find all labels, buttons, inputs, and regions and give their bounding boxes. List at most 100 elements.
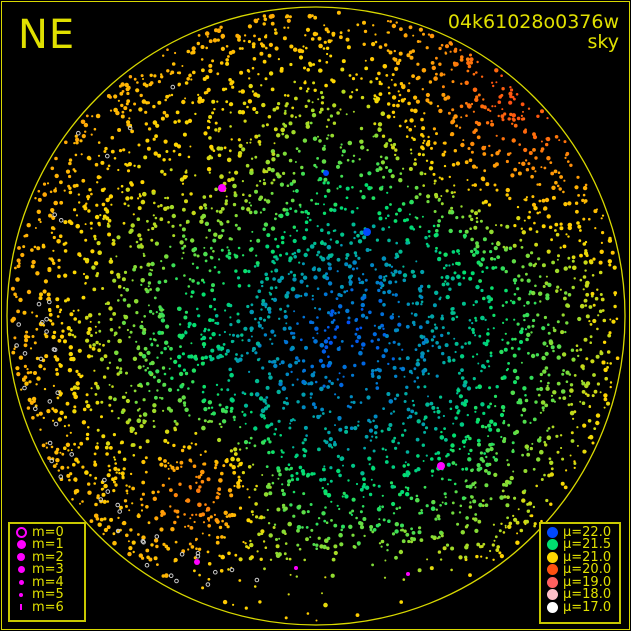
sky-point	[599, 350, 603, 353]
sky-point	[229, 316, 232, 319]
sky-point	[144, 122, 148, 126]
sky-point	[359, 401, 363, 404]
sky-point	[351, 463, 356, 468]
sky-point	[506, 516, 509, 520]
sky-point	[182, 445, 186, 449]
sky-point	[327, 134, 330, 137]
sky-point	[445, 275, 450, 280]
sky-point	[391, 95, 397, 100]
sky-point	[314, 380, 318, 384]
sky-point	[454, 62, 459, 67]
sky-point	[172, 443, 176, 448]
sky-point	[306, 248, 310, 252]
sky-point	[198, 485, 202, 489]
sky-point	[152, 137, 156, 141]
sky-point	[378, 275, 383, 280]
sky-point	[301, 262, 305, 266]
sky-point	[426, 194, 431, 199]
sky-point	[375, 382, 379, 385]
sky-point	[227, 551, 231, 556]
sky-point	[432, 172, 436, 176]
sky-point	[87, 156, 92, 161]
sky-point	[154, 395, 158, 400]
sky-point	[353, 545, 357, 549]
sky-point	[99, 357, 104, 362]
sky-point	[207, 578, 211, 581]
sky-point	[322, 544, 327, 550]
sky-point	[358, 350, 363, 356]
sky-point	[447, 358, 452, 363]
sky-point	[177, 364, 182, 368]
sky-point	[269, 286, 274, 290]
sky-point	[350, 288, 354, 292]
sky-point	[218, 210, 223, 214]
sky-point	[493, 422, 498, 427]
masked-point	[16, 322, 22, 327]
sky-point	[556, 320, 560, 324]
sky-point	[143, 155, 148, 160]
sky-point	[534, 284, 537, 288]
sky-point	[47, 267, 52, 271]
sky-point	[526, 332, 531, 337]
sky-point	[361, 505, 365, 508]
sky-point	[471, 355, 475, 358]
sky-point	[392, 103, 396, 108]
sky-point	[270, 21, 275, 26]
sky-point	[145, 439, 150, 444]
sky-point	[150, 238, 154, 242]
sky-point	[268, 440, 272, 444]
sky-point	[90, 227, 93, 230]
sky-point	[85, 338, 90, 343]
sky-point	[328, 379, 332, 383]
masked-point	[14, 343, 19, 348]
sky-point	[277, 419, 281, 423]
sky-point	[516, 322, 520, 326]
mu-legend-entry: μ=18.0	[541, 587, 619, 602]
sky-point	[69, 431, 72, 434]
sky-point	[199, 219, 204, 224]
sky-point	[208, 63, 213, 68]
sky-point	[478, 279, 482, 283]
sky-point	[136, 244, 142, 249]
sky-point	[596, 382, 601, 386]
sky-point	[137, 384, 141, 387]
sky-point	[155, 369, 160, 374]
sky-point	[484, 425, 488, 429]
sky-point	[270, 191, 274, 195]
sky-point	[128, 230, 133, 235]
sky-point	[410, 527, 413, 531]
sky-point	[399, 27, 403, 31]
sky-point	[160, 73, 163, 76]
sky-point	[342, 375, 345, 378]
sky-point	[281, 492, 286, 497]
sky-point	[492, 313, 496, 317]
sky-point	[392, 512, 396, 515]
sky-point	[292, 446, 295, 449]
sky-point	[369, 248, 372, 252]
sky-point	[480, 369, 483, 373]
sky-point	[191, 513, 194, 517]
sky-point	[579, 400, 582, 403]
sky-point	[512, 514, 515, 518]
sky-point	[263, 302, 268, 307]
sky-point	[221, 229, 225, 233]
sky-point	[461, 467, 465, 471]
sky-point	[551, 185, 556, 190]
sky-point	[71, 333, 75, 337]
sky-point	[258, 316, 263, 321]
sky-point	[109, 109, 113, 112]
sky-point	[499, 495, 504, 500]
sky-point	[66, 326, 72, 331]
sky-point	[285, 397, 289, 400]
sky-point	[68, 174, 72, 179]
sky-point	[460, 530, 465, 535]
sky-point	[218, 478, 223, 483]
sky-point	[236, 312, 240, 316]
sky-point	[94, 325, 97, 328]
sky-point	[138, 351, 143, 357]
sky-point	[390, 78, 393, 81]
sky-point	[407, 89, 411, 93]
sky-point	[227, 255, 232, 260]
sky-point	[192, 322, 197, 328]
sky-point	[405, 135, 409, 138]
